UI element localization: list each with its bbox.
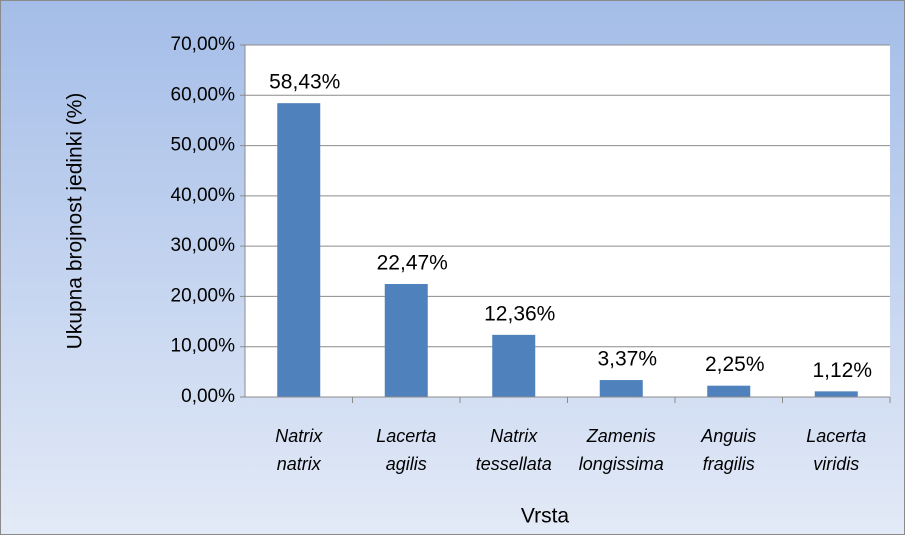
data-label: 3,37% xyxy=(597,348,657,371)
x-tick-label: Natrix tessellata xyxy=(476,426,552,474)
bar xyxy=(814,391,858,397)
y-tick-label: 20,00% xyxy=(171,285,236,306)
y-tick-label: 70,00% xyxy=(171,34,236,55)
bar xyxy=(707,385,751,397)
x-axis-label: Vrsta xyxy=(521,505,570,528)
y-tick-label: 0,00% xyxy=(181,386,235,407)
y-tick-label: 40,00% xyxy=(171,185,236,206)
y-tick-label: 60,00% xyxy=(171,84,236,105)
data-label: 1,12% xyxy=(812,359,872,382)
data-label: 2,25% xyxy=(705,353,765,376)
data-label: 22,47% xyxy=(377,252,448,275)
x-tick-label: Lacerta viridis xyxy=(806,426,866,474)
bar xyxy=(277,103,321,397)
y-axis-label: Ukupna brojnost jedinki (%) xyxy=(64,93,87,350)
bar xyxy=(599,380,643,397)
x-tick-label: Natrix natrix xyxy=(275,426,323,474)
data-label: 12,36% xyxy=(484,302,555,325)
bar xyxy=(384,284,428,397)
y-tick-label: 50,00% xyxy=(171,135,236,156)
y-tick-label: 10,00% xyxy=(171,336,236,357)
bar xyxy=(492,334,536,397)
x-tick-label: Lacerta agilis xyxy=(376,426,436,474)
plot-area xyxy=(245,45,890,397)
data-label: 58,43% xyxy=(269,71,340,94)
x-tick-label: Anguis fragilis xyxy=(700,426,756,474)
y-tick-label: 30,00% xyxy=(171,235,236,256)
x-tick-label: Zamenis longissima xyxy=(579,426,664,474)
